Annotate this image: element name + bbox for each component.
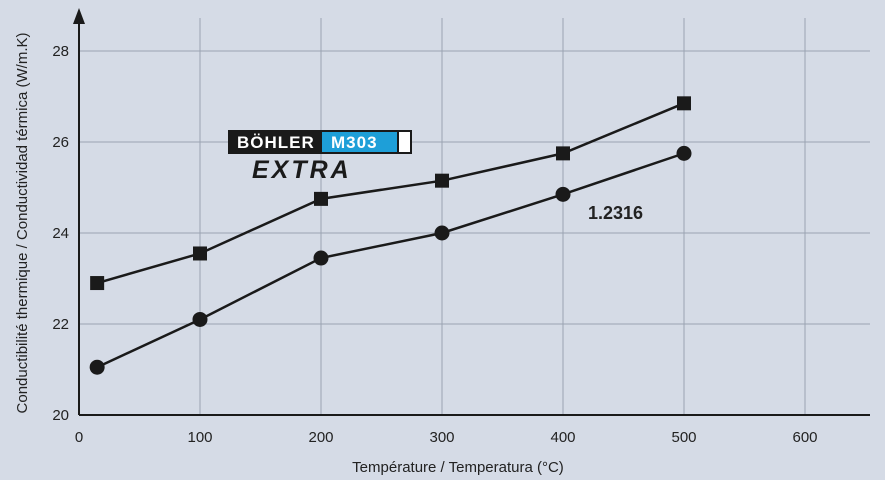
y-tick-label-28: 28 [52, 43, 69, 60]
x-tick-label-600: 600 [792, 429, 817, 446]
x-tick-label-400: 400 [550, 429, 575, 446]
series-0-point-0 [90, 276, 105, 291]
series-0-point-2 [314, 191, 328, 206]
x-tick-label-500: 500 [671, 429, 696, 446]
bohler-m303-extra-logo: BÖHLER M303 EXTRA [228, 130, 412, 184]
x-axis-label: Température / Temperatura (°C) [352, 459, 564, 476]
series-1-point-4 [555, 186, 571, 202]
logo-grade-box [322, 131, 398, 153]
series-0-point-4 [556, 146, 570, 161]
grid-lines [79, 18, 870, 415]
logo-grade-text: M303 [331, 133, 378, 152]
series-0-point-1 [193, 246, 207, 261]
x-tick-label-200: 200 [308, 429, 333, 446]
x-tick-label-300: 300 [429, 429, 454, 446]
y-axis-label: Conductibilité thermique / Conductividad… [14, 33, 31, 414]
logo-end-box [397, 130, 412, 154]
logo-brand-box [229, 131, 322, 153]
tick-labels: 0 100 200 300 400 500 600 20 22 24 26 28 [52, 43, 817, 446]
series-1-point-3 [434, 225, 450, 241]
series-1-point-1 [192, 311, 208, 327]
series-0-point-5 [677, 96, 691, 111]
logo-extra-text: EXTRA [252, 156, 352, 184]
series-line-1 [96, 152, 685, 369]
series-0-point-3 [435, 173, 449, 188]
x-tick-label-0: 0 [75, 429, 83, 446]
logo-frame [228, 130, 412, 154]
x-tick-label-100: 100 [187, 429, 212, 446]
logo-brand-text: BÖHLER [237, 133, 315, 152]
y-axis-arrow-icon [73, 8, 85, 24]
series-1-point-0 [89, 359, 105, 375]
y-tick-label-24: 24 [52, 225, 69, 242]
series-annotation-1-2316: 1.2316 [588, 203, 643, 223]
axes [73, 8, 870, 416]
series-line-0 [96, 102, 685, 285]
series-1-point-2 [313, 250, 329, 266]
y-tick-label-26: 26 [52, 134, 69, 151]
y-tick-label-22: 22 [52, 316, 69, 333]
data-series [89, 96, 692, 375]
y-tick-label-20: 20 [52, 407, 69, 424]
series-1-point-5 [676, 145, 692, 161]
